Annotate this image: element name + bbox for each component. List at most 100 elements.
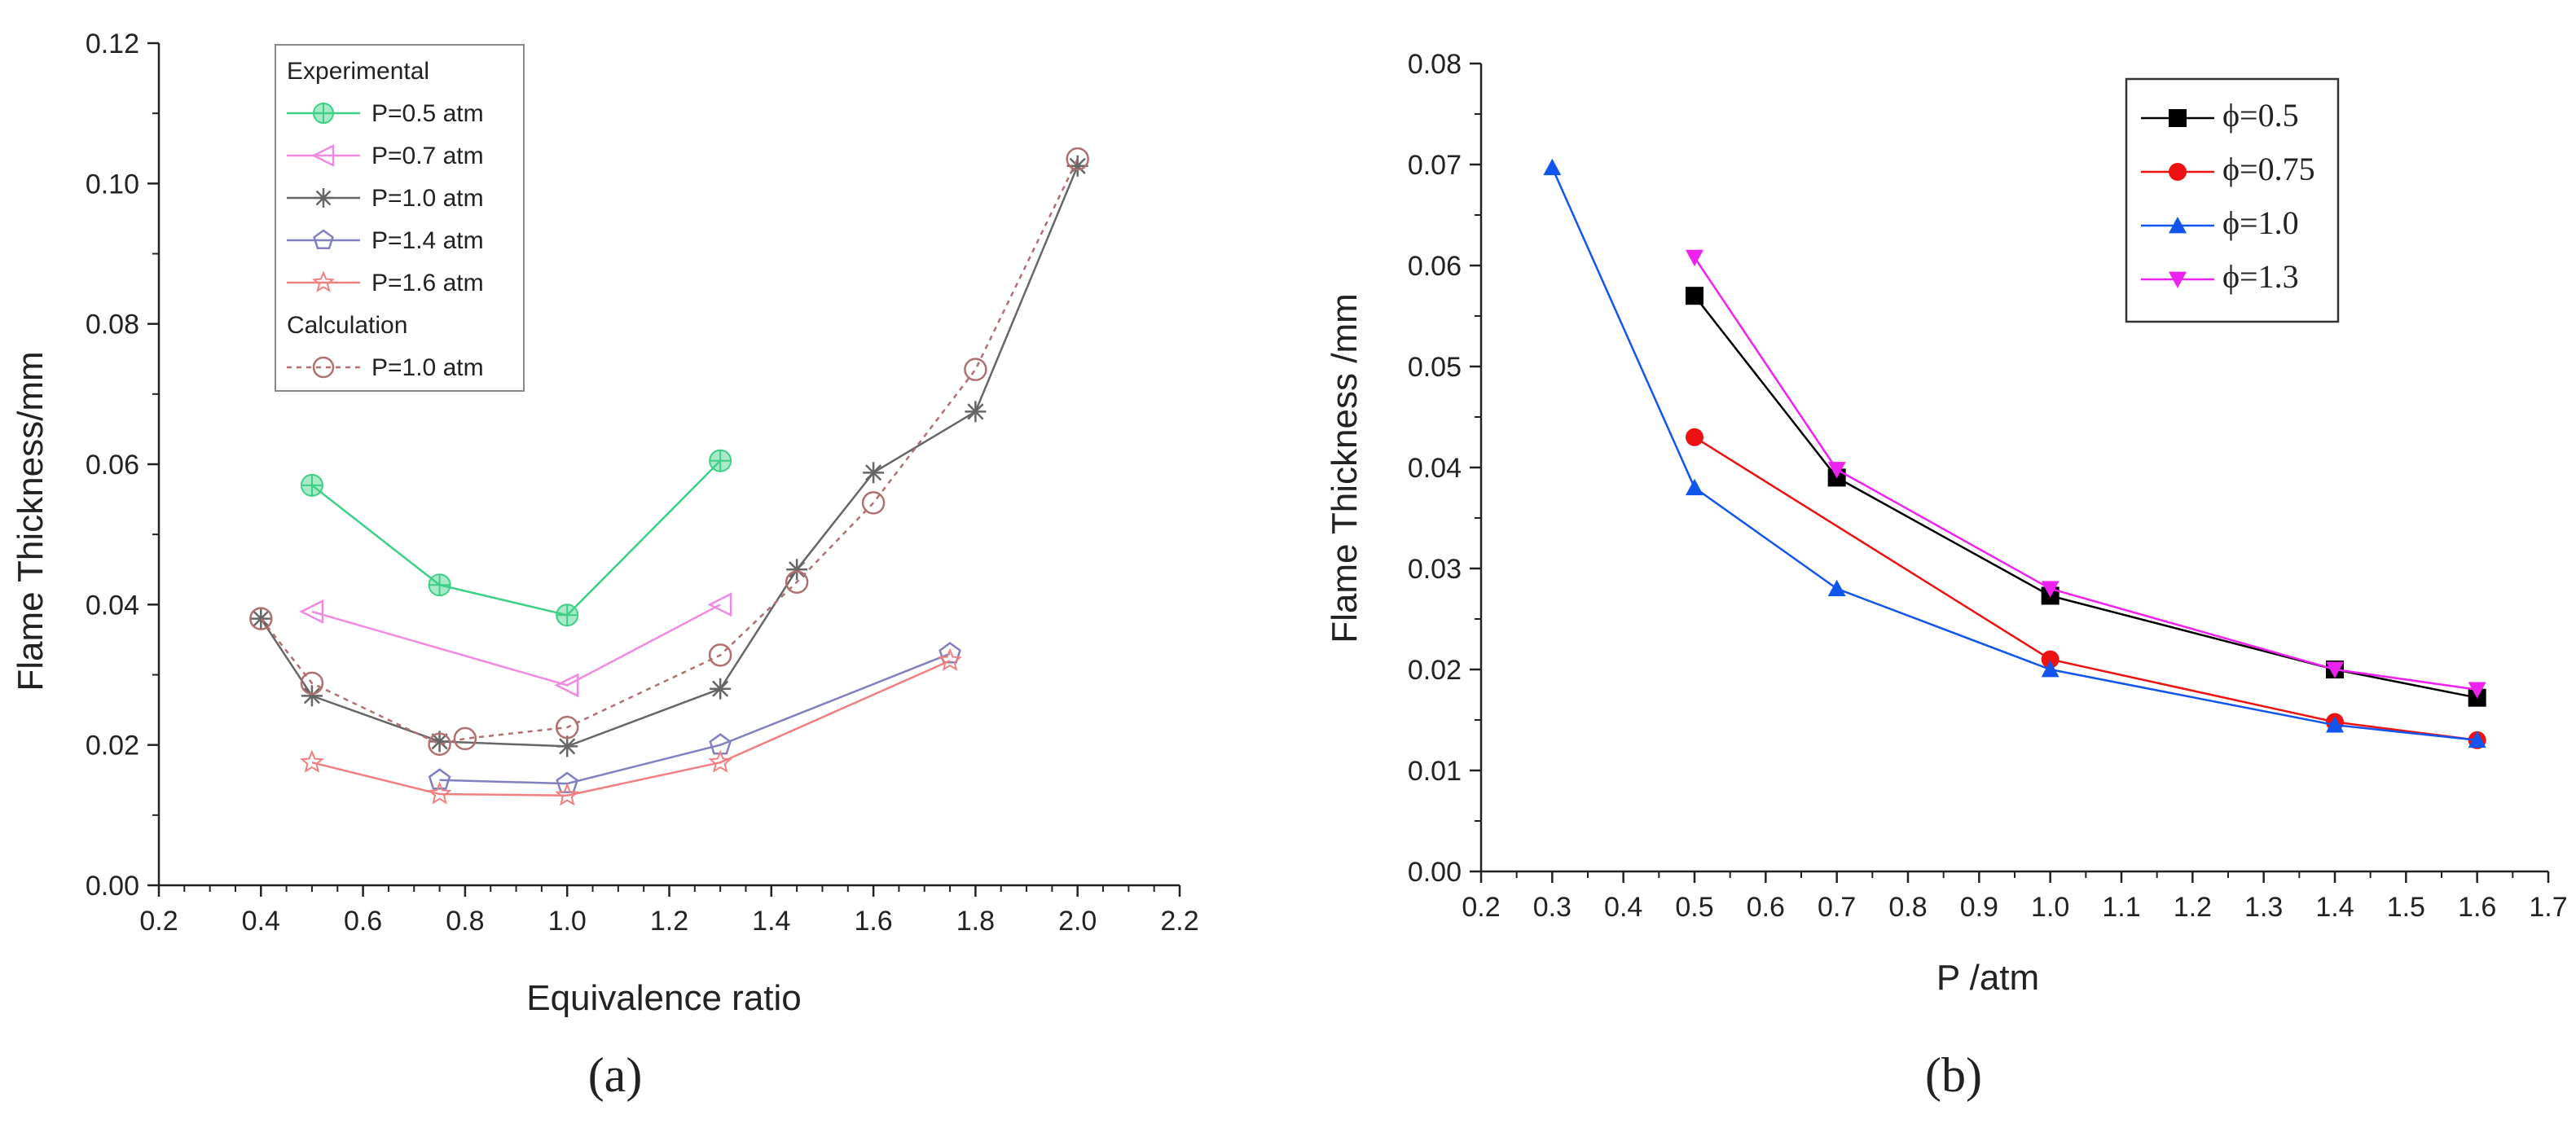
legend-marker <box>313 103 334 124</box>
series-line <box>311 660 951 797</box>
x-tick-label: 1.4 <box>2315 892 2354 923</box>
legend-item-label: P=1.0 atm <box>371 185 484 212</box>
y-tick-label: 0.02 <box>86 731 139 762</box>
legend-marker <box>312 270 335 292</box>
series-line <box>1551 167 2477 742</box>
chart-panel-a: 0.2 0.4 0.6 0.8 1.0 1.2 1.4 1.6 1.8 2.0 2.2 0.000.… <box>11 29 1199 1102</box>
data-point <box>863 462 885 484</box>
data-point <box>1827 579 1846 597</box>
x-tick-label: 0.8 <box>1888 892 1927 923</box>
chart-panel-b: 0.2 0.3 0.4 0.5 0.6 0.7 0.8 0.9 1.0 1.1 1.2 1.3 1.4 1… <box>1325 49 2568 1102</box>
data-point <box>554 673 579 698</box>
data-point <box>708 643 732 667</box>
data-point <box>939 642 961 664</box>
x-tick-label: 2.0 <box>1058 906 1097 937</box>
y-tick-label: 0.02 <box>1408 655 1462 686</box>
series-experimental-p-0.5-atm <box>300 449 732 627</box>
x-tick-label: 0.8 <box>446 906 484 937</box>
data-point <box>300 671 324 696</box>
data-point <box>300 749 324 773</box>
data-point <box>2041 650 2059 669</box>
data-point <box>249 607 273 630</box>
x-tick-label: 0.7 <box>1818 892 1856 923</box>
x-tick-label: 0.9 <box>1960 892 1998 923</box>
x-tick-label: 0.6 <box>1747 892 1785 923</box>
panel-label-a: (a) <box>588 1048 643 1102</box>
y-tick-label: 0.06 <box>86 450 139 481</box>
data-point <box>707 592 732 617</box>
data-point <box>965 401 987 423</box>
x-axis-a: 0.2 0.4 0.6 0.8 1.0 1.2 1.4 1.6 1.8 2.0 2.2 <box>139 884 1199 937</box>
legend-marker <box>2169 163 2187 181</box>
legend-a: Experimental P=0.5 atm P=0.7 atm P=1.0 atm P… <box>275 44 525 392</box>
y-axis-label-a: Flame Thickness/mm <box>11 351 51 691</box>
y-tick-label: 0.00 <box>86 871 139 902</box>
y-tick-label: 0.10 <box>86 169 139 200</box>
series--0.5 <box>1686 287 2486 707</box>
series-line <box>311 604 721 687</box>
data-point <box>556 735 578 757</box>
legend-item-label: P=1.4 atm <box>371 227 484 254</box>
data-point <box>1686 478 1703 496</box>
legend-marker <box>2169 217 2187 234</box>
y-tick-label: 0.08 <box>86 309 139 340</box>
series-experimental-p-0.7-atm <box>299 592 732 698</box>
x-tick-label: 1.0 <box>548 906 587 937</box>
legend-item-label: P=1.6 atm <box>371 270 484 296</box>
x-axis-label-a: Equivalence ratio <box>526 978 802 1018</box>
legend-group-title: Experimental <box>287 58 429 85</box>
series--1.0 <box>1543 158 2486 748</box>
legend-group-title: Calculation <box>287 312 407 339</box>
y-tick-label: 0.04 <box>86 590 139 621</box>
series--1.3 <box>1686 249 2486 699</box>
data-point <box>710 678 732 700</box>
data-point <box>555 783 580 806</box>
x-tick-label: 1.1 <box>2102 892 2140 923</box>
legend-marker <box>313 229 334 249</box>
legend-marker <box>311 143 335 168</box>
y-tick-label: 0.01 <box>1408 756 1462 787</box>
y-tick-label: 0.12 <box>86 29 139 59</box>
x-axis-b: 0.2 0.3 0.4 0.5 0.6 0.7 0.8 0.9 1.0 1.1 1.2 1.3 1.4 1… <box>1462 870 2568 923</box>
x-tick-label: 0.2 <box>1462 892 1500 923</box>
legend-item-label: P=0.7 atm <box>371 143 484 169</box>
data-point <box>2468 682 2486 699</box>
legend-item-label: ϕ=1.3 <box>2222 258 2299 295</box>
data-point <box>428 573 451 597</box>
data-point <box>555 715 579 740</box>
data-point <box>2326 661 2344 678</box>
y-axis-label-b: Flame Thickness /mm <box>1325 293 1365 643</box>
series-experimental-p-1.6-atm <box>300 647 962 806</box>
series-experimental-p-1.0-atm <box>250 155 1088 757</box>
data-point <box>300 473 323 497</box>
data-point <box>1543 158 1562 176</box>
series-line <box>1694 295 2477 699</box>
data-point <box>427 781 452 805</box>
y-axis-a: 0.00 0.02 0.04 0.06 0.08 0.10 0.12 <box>86 29 160 902</box>
x-tick-label: 0.4 <box>1604 892 1642 923</box>
x-tick-label: 1.6 <box>854 906 892 937</box>
series-line <box>311 459 722 617</box>
data-point <box>428 768 451 790</box>
plot-area-b <box>1543 158 2486 749</box>
data-point <box>709 449 732 472</box>
y-tick-label: 0.04 <box>1408 453 1462 484</box>
y-axis-b: 0.00 0.01 0.02 0.03 0.04 0.05 0.06 0.07 0.08 <box>1408 49 1483 888</box>
x-tick-label: 1.2 <box>2174 892 2212 923</box>
data-point <box>250 608 272 630</box>
series-line <box>1694 436 2477 742</box>
x-tick-label: 1.8 <box>956 906 995 937</box>
data-point <box>1066 147 1089 171</box>
data-point <box>2041 581 2059 598</box>
data-point <box>453 726 477 751</box>
data-point <box>1686 249 1703 267</box>
x-tick-label: 0.3 <box>1533 892 1572 923</box>
series--0.75 <box>1686 428 2486 749</box>
data-point <box>2468 731 2486 748</box>
data-point <box>1686 287 1703 305</box>
legend-box <box>2125 77 2340 323</box>
data-point <box>938 647 962 671</box>
legend-item-label: P=1.0 atm <box>371 354 484 381</box>
x-tick-label: 0.6 <box>344 906 382 937</box>
